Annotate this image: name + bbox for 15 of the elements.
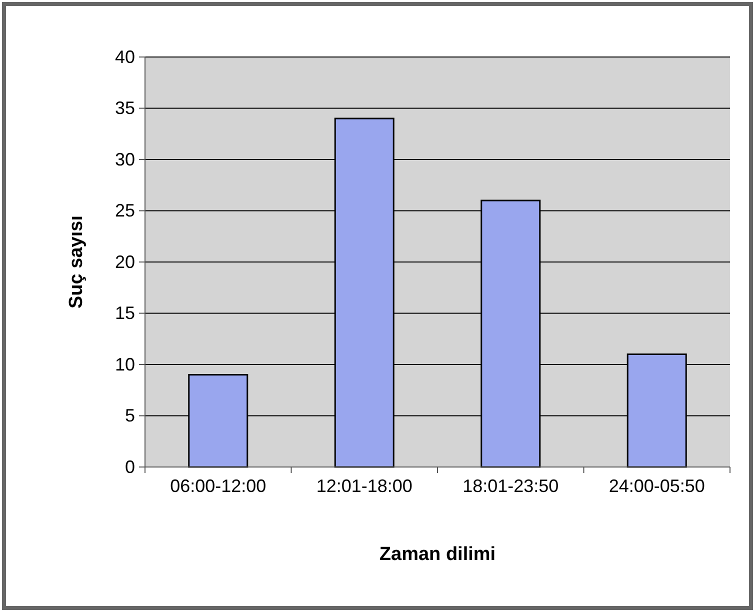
x-tick-label: 12:01-18:00 — [316, 476, 412, 496]
y-tick-label: 10 — [114, 354, 135, 374]
y-axis-title: Suç sayısı — [66, 216, 87, 308]
y-tick-label: 40 — [114, 46, 135, 67]
x-tick-label: 18:01-23:50 — [462, 476, 559, 496]
y-tick-label: 20 — [114, 252, 135, 272]
y-tick-label: 5 — [124, 406, 135, 426]
y-tick-label: 0 — [124, 456, 135, 477]
y-tick-label: 25 — [114, 200, 135, 221]
x-tick-label: 06:00-12:00 — [170, 476, 266, 496]
x-axis-title: Zaman dilimi — [379, 544, 496, 565]
y-tick-label: 30 — [114, 149, 135, 170]
x-tick-label: 24:00-05:50 — [608, 476, 705, 496]
y-tick-label: 15 — [114, 303, 135, 324]
y-tick-label: 35 — [114, 98, 135, 118]
